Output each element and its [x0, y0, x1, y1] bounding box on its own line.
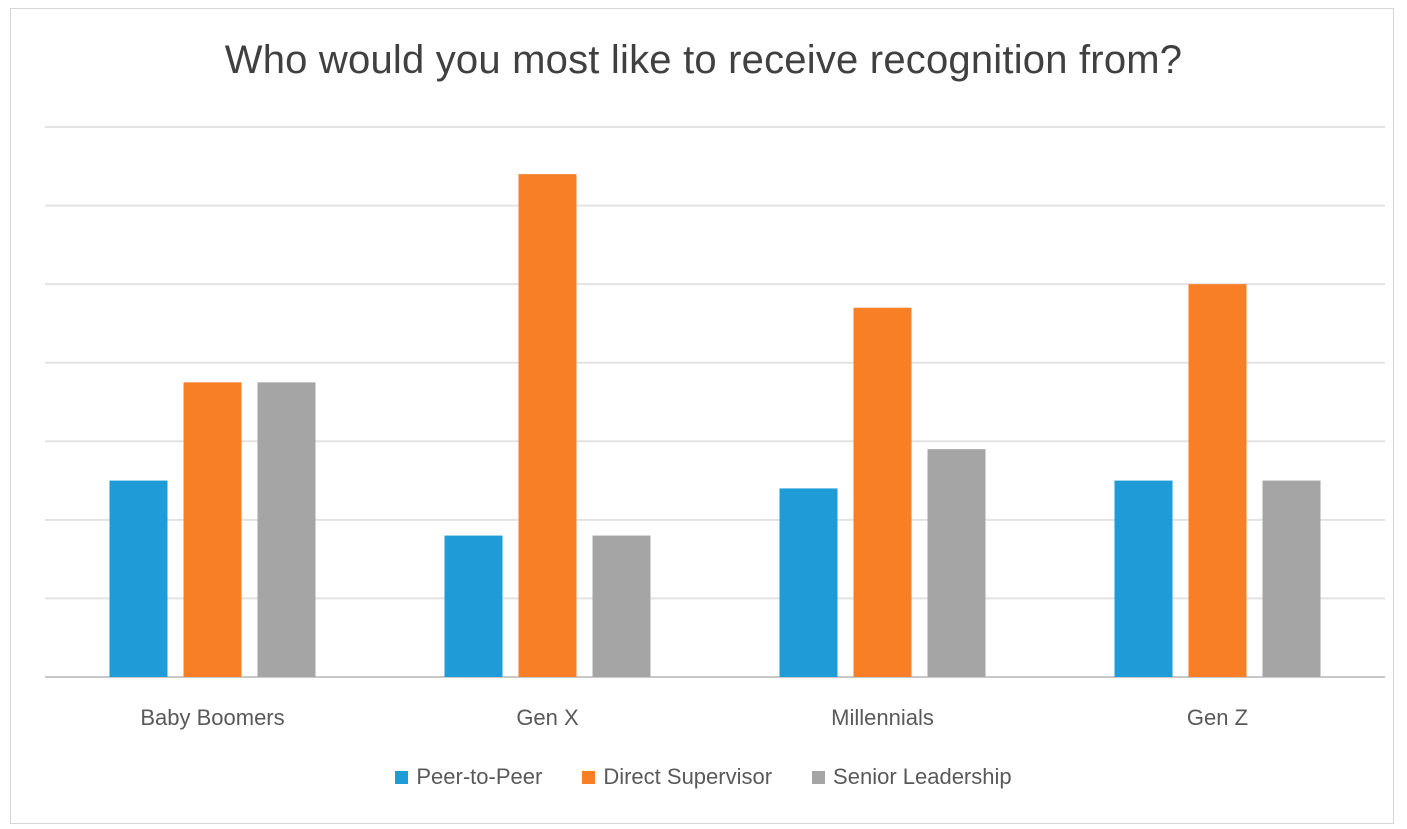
bar-peer-to-peer-gen-z [1114, 480, 1173, 677]
legend-label: Senior Leadership [833, 764, 1012, 789]
legend-label: Peer-to-Peer [416, 764, 543, 789]
bar-direct-supervisor-gen-z [1188, 284, 1247, 677]
bar-peer-to-peer-gen-x [444, 535, 503, 677]
chart-title: Who would you most like to receive recog… [224, 38, 1183, 82]
bar-senior-leadership-gen-z [1262, 480, 1321, 677]
legend-swatch [812, 770, 826, 784]
legend-swatch [582, 770, 596, 784]
x-tick-label: Gen X [516, 705, 579, 730]
bar-senior-leadership-millennials [927, 449, 986, 677]
legend-label: Direct Supervisor [603, 764, 773, 789]
legend-item: Direct Supervisor [582, 764, 772, 790]
bar-peer-to-peer-millennials [779, 488, 838, 677]
legend-item: Peer-to-Peer [395, 764, 542, 790]
x-tick-label: Millennials [831, 705, 934, 730]
chart-legend: Peer-to-Peer Direct Supervisor Senior Lead… [0, 764, 1407, 790]
legend-item: Senior Leadership [812, 764, 1012, 790]
bar-peer-to-peer-baby-boomers [109, 480, 168, 677]
x-tick-label: Gen Z [1187, 705, 1248, 730]
x-tick-label: Baby Boomers [140, 705, 284, 730]
bar-direct-supervisor-baby-boomers [183, 382, 242, 677]
bar-direct-supervisor-millennials [853, 307, 912, 677]
bar-direct-supervisor-gen-x [518, 174, 577, 677]
legend-swatch [395, 770, 409, 784]
bar-senior-leadership-gen-x [592, 535, 651, 677]
bar-senior-leadership-baby-boomers [257, 382, 316, 677]
